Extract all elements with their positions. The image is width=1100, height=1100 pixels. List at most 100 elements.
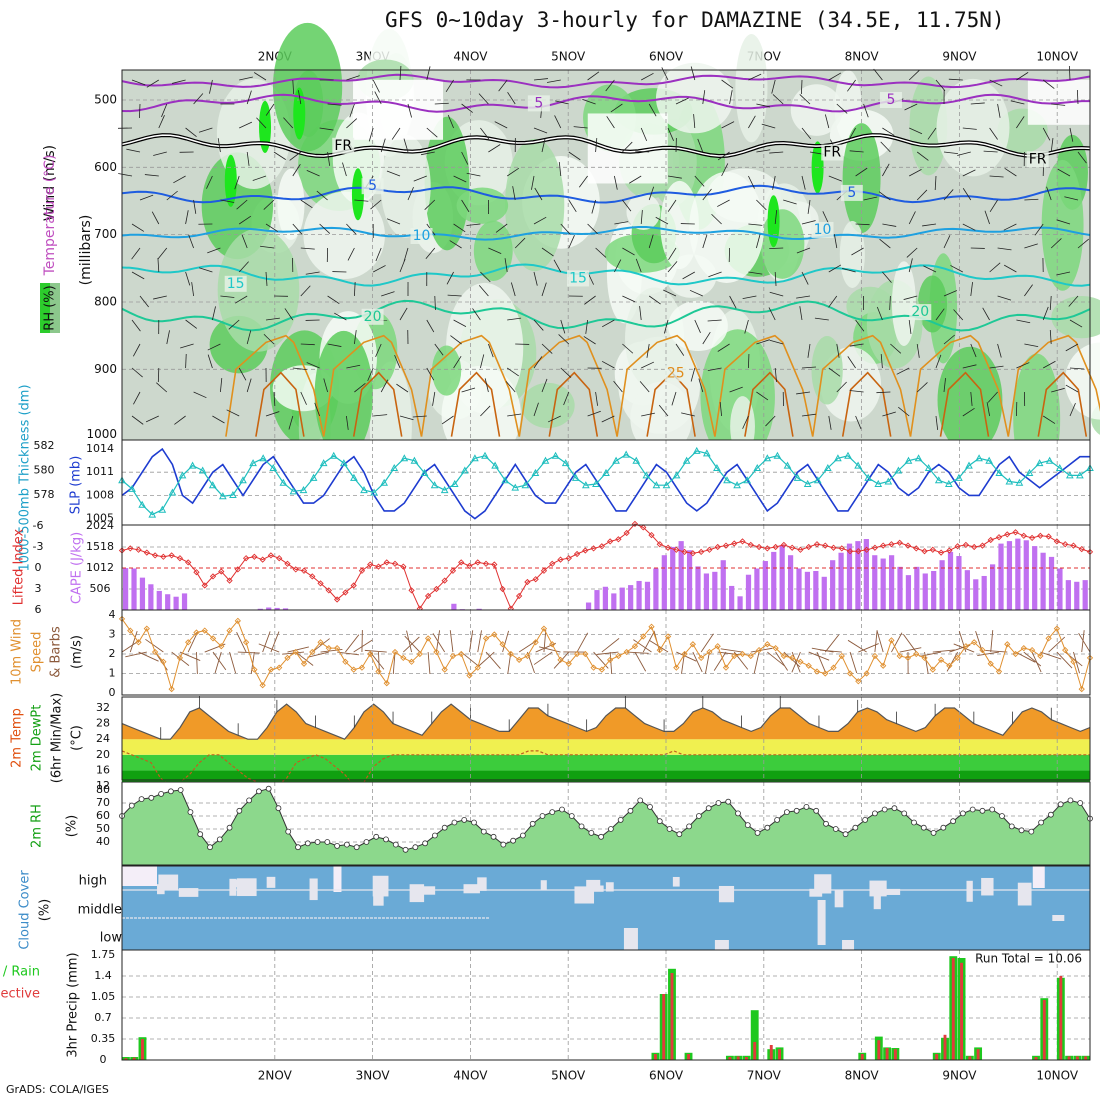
- lifted-index-marker: [979, 542, 986, 549]
- cape-bar: [703, 573, 710, 610]
- thickness-marker: [995, 468, 1004, 476]
- cloud-fill: [122, 866, 1090, 950]
- wind-barb: [641, 412, 655, 417]
- wind-barb: [748, 175, 755, 189]
- wind-barb: [943, 235, 951, 249]
- lifted-index-marker: [582, 547, 589, 554]
- wind-barb: [903, 295, 918, 300]
- wind-barb: [253, 72, 267, 81]
- wind-barb: [605, 79, 615, 92]
- lifted-index-marker: [731, 540, 738, 547]
- thickness-marker: [541, 456, 550, 464]
- wind-barb: [563, 391, 570, 406]
- wind-barb-10m: [824, 634, 840, 653]
- cape-tick: 1012: [86, 561, 114, 574]
- rh-shade: [735, 34, 768, 143]
- wind-barb: [1016, 362, 1030, 369]
- wind-barb: [648, 295, 661, 305]
- wind-barb: [533, 402, 539, 417]
- wind-barb: [711, 213, 722, 225]
- wind-barb: [461, 199, 470, 213]
- wind-barb: [238, 367, 247, 381]
- cape-bar: [838, 552, 844, 610]
- cape-bar: [846, 543, 853, 610]
- wind-barb: [693, 114, 696, 129]
- date-label-bottom: 8NOV: [845, 1069, 880, 1083]
- isotherm-line: [909, 334, 1010, 437]
- wind-barb: [836, 103, 848, 114]
- wind-speed-marker: [813, 668, 821, 675]
- wind-speed-marker: [524, 652, 531, 660]
- cape-bar: [686, 550, 693, 610]
- wind-barb: [1051, 387, 1065, 393]
- rh-marker: [392, 841, 399, 848]
- wind-barb: [480, 127, 490, 140]
- contour-label: 25: [667, 365, 685, 381]
- wind-barb-10m: [692, 651, 703, 673]
- lifted-index-marker: [532, 576, 539, 583]
- wind-barb: [675, 97, 689, 105]
- cape-bar: [973, 579, 979, 610]
- precip-convective-bar: [893, 1049, 897, 1060]
- wind-barb: [568, 199, 577, 213]
- cape-bar: [981, 575, 987, 610]
- rh-shade: [668, 300, 728, 352]
- wind-barb: [297, 90, 302, 105]
- lifted-index-marker: [408, 587, 415, 594]
- lifted-index-marker: [1053, 538, 1061, 545]
- wind-barb: [908, 70, 920, 81]
- wind-barb: [386, 170, 401, 177]
- wind-barb: [126, 148, 141, 153]
- cape-bar: [787, 555, 794, 610]
- contour-label-bg: [361, 308, 384, 325]
- wind-barb: [595, 391, 598, 406]
- rh-marker: [813, 807, 820, 814]
- wind-barb: [488, 247, 502, 255]
- wind-speed-marker: [408, 658, 415, 665]
- wind-tick: 1: [109, 667, 116, 680]
- cape-bar: [931, 570, 937, 610]
- lifted-index-marker: [929, 546, 936, 553]
- wind-barb: [648, 103, 657, 117]
- wind-barb: [166, 330, 170, 345]
- rh-shade: [767, 195, 780, 248]
- wind-barb: [445, 79, 454, 93]
- wind-barb-10m: [596, 651, 619, 655]
- wind-barb: [863, 196, 878, 201]
- wind-barb: [198, 267, 213, 273]
- wind-barb: [174, 415, 186, 425]
- date-label-bottom: 9NOV: [942, 1069, 977, 1083]
- wind-barb: [970, 391, 973, 406]
- isotherm-line: [1007, 334, 1100, 437]
- wind-speed-marker: [441, 666, 448, 673]
- wind-barb: [560, 367, 572, 378]
- wind-barb: [131, 247, 141, 260]
- wind-barb: [327, 103, 342, 106]
- isotherm-line: [518, 334, 618, 437]
- cape-bar: [156, 590, 162, 610]
- thickness-marker: [602, 468, 610, 476]
- wind-barb: [848, 127, 856, 141]
- wind-barb: [970, 343, 977, 358]
- wind-barb: [748, 115, 756, 129]
- wind-barb: [671, 391, 677, 406]
- wind-barb: [1069, 367, 1084, 370]
- wind-speed-marker: [515, 656, 523, 663]
- precip-convective-bar: [141, 1039, 144, 1060]
- isotherm-line: [420, 334, 521, 437]
- wind-barb: [403, 138, 409, 153]
- thickness-marker: [178, 471, 187, 479]
- wind-barb: [480, 271, 491, 283]
- wind-barb: [354, 281, 356, 297]
- wind-barb: [614, 221, 629, 225]
- wind-speed-marker: [838, 652, 845, 660]
- wind-barb: [396, 383, 409, 393]
- wind-barb: [904, 103, 918, 111]
- wind-barb: [828, 264, 842, 273]
- rh-marker: [842, 831, 849, 838]
- rh-marker: [422, 840, 429, 847]
- wind-barb: [434, 102, 449, 105]
- lifted-index-marker: [515, 592, 523, 600]
- precip-convective-bar: [968, 1056, 972, 1060]
- lifted-index-axis-label: Lifted Index: [12, 528, 27, 605]
